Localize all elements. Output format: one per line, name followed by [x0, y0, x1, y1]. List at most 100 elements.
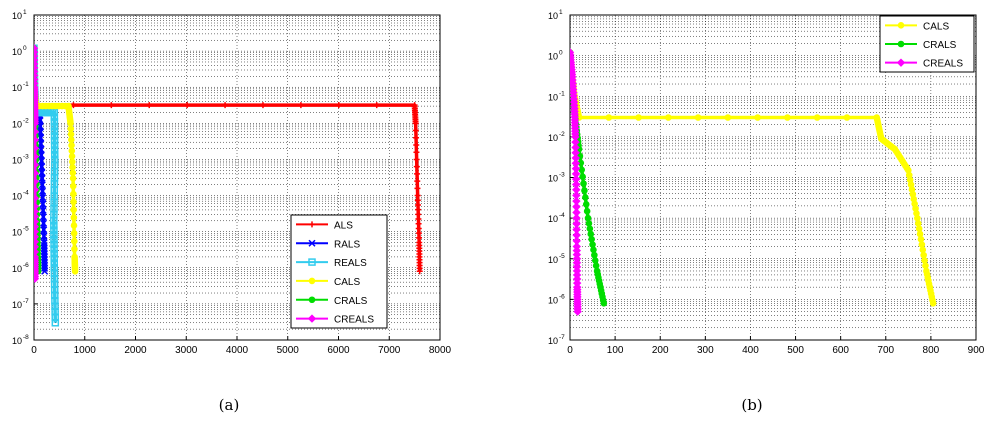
data-point: [70, 206, 77, 214]
x-tick-label: 800: [923, 345, 940, 356]
data-point: [67, 125, 75, 133]
y-tick-label: 10: [548, 174, 558, 184]
data-point: [70, 222, 78, 229]
legend-marker: [308, 258, 316, 266]
data-point: [50, 217, 58, 225]
data-point: [584, 214, 592, 222]
data-point: [39, 206, 47, 214]
data-point: [39, 213, 47, 221]
data-point: [578, 166, 586, 174]
data-point: [694, 114, 702, 121]
data-point: [583, 207, 591, 215]
legend-marker: [897, 40, 905, 48]
data-point: [50, 254, 58, 263]
legend-label: REALS: [334, 258, 367, 269]
x-tick-label: 700: [877, 345, 894, 356]
x-tick-label: 4000: [226, 345, 249, 356]
data-point: [665, 114, 672, 121]
data-point: [580, 180, 587, 187]
data-point: [50, 141, 59, 150]
data-point: [50, 146, 59, 154]
legend-label: CRALS: [334, 296, 368, 307]
data-point: [34, 274, 40, 283]
y-tick-label: 10: [548, 133, 558, 143]
data-point: [69, 158, 76, 166]
y-tick-label: 10: [12, 11, 22, 21]
data-point: [36, 128, 45, 136]
legend-marker: [308, 296, 316, 304]
data-point: [917, 235, 925, 243]
data-point: [108, 102, 115, 109]
data-point: [34, 144, 39, 153]
data-point: [71, 267, 79, 275]
data-point: [724, 114, 732, 121]
data-point: [50, 127, 59, 136]
y-tick-label: 10: [548, 336, 558, 346]
legend-marker: [896, 58, 906, 67]
y-tick-exponent: -5: [559, 253, 565, 260]
data-point: [41, 267, 49, 275]
x-tick-label: 5000: [277, 345, 300, 356]
y-tick-label: 10: [548, 214, 558, 224]
data-point: [70, 230, 78, 237]
data-point: [40, 247, 48, 255]
legend-marker: [308, 239, 316, 247]
data-point: [813, 114, 821, 121]
data-point: [34, 135, 39, 145]
y-tick-exponent: -7: [23, 298, 29, 305]
data-point: [184, 102, 191, 109]
caption-b: (b): [741, 396, 763, 414]
series-creals: [34, 44, 40, 283]
data-point: [40, 259, 49, 267]
data-point: [40, 219, 48, 227]
data-point: [38, 169, 46, 177]
x-tick-label: 500: [787, 345, 804, 356]
y-tick-exponent: -6: [559, 293, 565, 300]
data-point: [587, 230, 595, 238]
data-point: [843, 114, 851, 121]
y-tick-exponent: -5: [23, 226, 29, 233]
y-tick-exponent: -3: [23, 153, 29, 160]
data-point: [920, 251, 927, 259]
data-point: [929, 300, 937, 307]
data-point: [34, 168, 39, 178]
y-tick-exponent: -1: [559, 90, 565, 97]
data-point: [70, 198, 77, 206]
data-point: [69, 169, 77, 177]
data-point: [914, 214, 921, 222]
data-point: [38, 163, 46, 171]
data-point: [50, 122, 59, 131]
y-tick-label: 10: [12, 228, 22, 238]
data-point: [416, 268, 423, 275]
y-tick-label: 10: [548, 255, 558, 265]
x-tick-label: 600: [832, 345, 849, 356]
legend-label: CALS: [923, 21, 949, 32]
legend-label: CREALS: [334, 315, 374, 326]
data-point: [605, 114, 613, 121]
data-point: [600, 300, 608, 307]
data-point: [37, 157, 46, 165]
data-point: [259, 102, 266, 109]
data-point: [573, 307, 582, 316]
data-point: [41, 264, 49, 272]
data-point: [590, 246, 597, 254]
x-tick-label: 300: [697, 345, 714, 356]
data-point: [41, 261, 49, 270]
y-tick-exponent: -6: [23, 262, 29, 269]
data-point: [589, 241, 596, 248]
y-tick-exponent: 0: [559, 50, 563, 57]
y-tick-label: 10: [548, 52, 558, 62]
data-point: [582, 201, 590, 208]
data-point: [40, 250, 48, 258]
legend-marker: [897, 22, 905, 29]
x-tick-label: 200: [652, 345, 669, 356]
data-point: [34, 193, 40, 203]
data-point: [50, 113, 59, 121]
series-creals: [570, 48, 582, 316]
data-point: [34, 119, 39, 128]
x-tick-label: 6000: [327, 345, 350, 356]
data-point: [919, 246, 927, 254]
data-point: [582, 194, 589, 201]
data-point: [635, 114, 642, 121]
